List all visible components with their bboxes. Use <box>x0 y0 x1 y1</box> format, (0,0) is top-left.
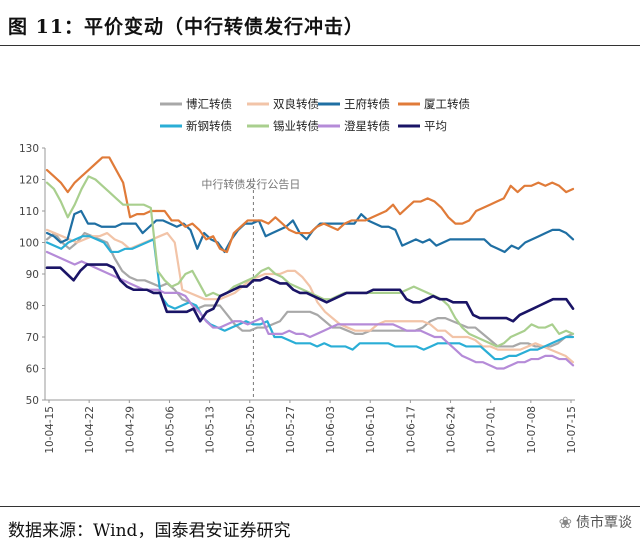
legend-label-6: 澄星转债 <box>344 119 390 133</box>
y-tick-label: 80 <box>26 301 39 313</box>
legend-label-7: 平均 <box>424 119 447 133</box>
y-tick-label: 50 <box>26 395 39 407</box>
x-tick-label: 10-06-17 <box>405 406 417 454</box>
y-tick-label: 110 <box>19 206 39 218</box>
legend-label-0: 博汇转债 <box>186 97 232 111</box>
x-tick-label: 10-07-08 <box>526 406 538 454</box>
y-tick-label: 100 <box>19 238 39 250</box>
x-tick-label: 10-06-10 <box>365 406 377 454</box>
source-note: 数据来源：Wind，国泰君安证券研究 <box>8 521 291 541</box>
x-tick-label: 10-06-03 <box>325 406 337 454</box>
series-line-4 <box>45 235 575 361</box>
series-line-2 <box>45 209 575 254</box>
y-tick-label: 70 <box>26 332 39 344</box>
y-tick-label: 120 <box>19 175 39 187</box>
watermark: ❀ 债市覃谈 <box>559 512 632 532</box>
series-line-0 <box>45 231 575 348</box>
y-tick-label: 60 <box>26 364 39 376</box>
top-rule <box>0 45 640 46</box>
series-line-3 <box>45 156 575 254</box>
x-tick-label: 10-07-15 <box>566 406 578 454</box>
x-tick-label: 10-05-13 <box>205 406 217 454</box>
watermark-text: 债市覃谈 <box>576 515 632 531</box>
x-tick-label: 10-05-06 <box>164 406 176 454</box>
legend-label-5: 锡业转债 <box>273 119 319 133</box>
wechat-icon: ❀ <box>558 512 572 532</box>
legend-label-4: 新钢转债 <box>186 119 232 133</box>
series-line-7 <box>45 263 575 323</box>
series-line-6 <box>45 250 575 370</box>
x-tick-label: 10-04-22 <box>84 406 96 454</box>
bottom-rule <box>0 506 640 507</box>
x-tick-label: 10-05-27 <box>285 406 297 454</box>
x-tick-label: 10-04-15 <box>44 406 56 454</box>
x-tick-label: 10-06-24 <box>446 406 458 454</box>
legend-label-3: 厦工转债 <box>424 97 470 111</box>
figure-title: 图 11：平价变动（中行转债发行冲击） <box>8 16 365 38</box>
x-tick-label: 10-05-20 <box>245 406 257 454</box>
y-tick-label: 90 <box>26 269 39 281</box>
x-tick-label: 10-04-29 <box>124 406 136 454</box>
legend-label-2: 王府转债 <box>344 97 390 111</box>
annotation-label: 中行转债发行公告日 <box>201 177 300 191</box>
x-tick-label: 10-07-01 <box>486 406 498 454</box>
y-tick-label: 130 <box>19 143 39 155</box>
series-line-5 <box>45 175 575 348</box>
legend-label-1: 双良转债 <box>273 97 319 111</box>
